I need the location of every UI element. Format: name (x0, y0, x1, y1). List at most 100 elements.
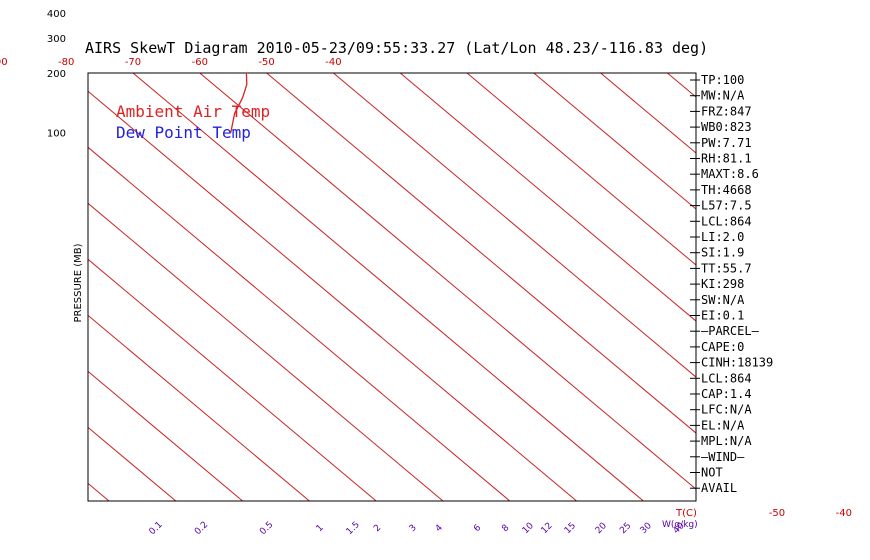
index-label: KI:298 (701, 277, 744, 291)
mixing-ratio-line (597, 0, 601, 13)
isotherm-line (88, 426, 177, 501)
isotherm-line (132, 73, 644, 501)
pressure-tick-label: 400 (47, 9, 66, 20)
isotherm-line (801, 73, 870, 501)
top-temp-tick-label: -40 (325, 57, 341, 68)
pressure-tick-label: 500 (47, 0, 66, 1)
index-label: CAPE:0 (701, 340, 744, 354)
index-label: LFC:N/A (701, 403, 752, 417)
index-label: SI:1.9 (701, 246, 744, 260)
isotherm-line (667, 73, 696, 98)
index-label: —WIND— (701, 450, 745, 464)
isotherm-line (88, 202, 444, 501)
index-label: MAXT:8.6 (701, 167, 759, 181)
index-label: CINH:18139 (701, 356, 773, 370)
mixing-ratio-line (353, 0, 376, 13)
x-axis-unit-label: T(C) (675, 508, 697, 519)
y-axis-label: PRESSURE (MB) (73, 243, 84, 322)
index-label: EI:0.1 (701, 309, 744, 323)
mixing-ratio-line (569, 0, 571, 13)
mixing-ratio-line (477, 0, 487, 13)
pressure-axis: 1002003004005006007008009001000 (47, 0, 66, 140)
bottom-temp-tick-label: -50 (769, 508, 785, 519)
mixing-ratio-tick-label: 15 (563, 521, 578, 536)
isotherm-line (88, 370, 243, 501)
mixing-ratio-line (413, 0, 430, 13)
plot-grid (0, 0, 870, 501)
isotherm-line (88, 258, 377, 501)
mixing-ratio-tick-label: 2 (372, 523, 383, 534)
mixing-ratio-tick-label: 25 (618, 521, 633, 536)
mixing-ratio-axis: 0.1 0.2 0.5 1 1.5 2 3 4 6 8 10 12 15 20 25 30 40 (148, 520, 687, 537)
moist-adiabat-line (199, 73, 201, 74)
bottom-temperature-axis: -50-40-30-20-10010203040 (769, 508, 852, 519)
index-label: LCL:864 (701, 371, 752, 385)
mixing-ratio-line (377, 0, 397, 13)
top-temp-tick-label: -90 (0, 57, 8, 68)
index-label: LI:2.0 (701, 230, 744, 244)
index-label: WB0:823 (701, 120, 752, 134)
legend-dewpoint-label: Dew Point Temp (116, 123, 251, 142)
mixing-ratio-tick-label: 3 (408, 523, 419, 534)
mixing-ratio-tick-label: 20 (594, 521, 609, 536)
mixing-ratio-line (619, 0, 625, 13)
isotherm-line (600, 73, 696, 154)
mixing-ratio-tick-label: 30 (639, 521, 654, 536)
mixing-ratio-tick-label: 0.2 (193, 520, 210, 537)
mixing-ratio-tick-label: 12 (540, 521, 555, 536)
top-temp-tick-label: -50 (258, 57, 274, 68)
mixing-ratio-tick-label: 10 (521, 521, 536, 536)
mixing-ratio-line (266, 0, 297, 13)
moist-adiabat-line (361, 73, 363, 74)
legend-ambient-label: Ambient Air Temp (116, 102, 270, 121)
isotherm-line (88, 90, 577, 501)
mixing-ratio-line (201, 0, 238, 13)
isotherm-line (333, 73, 696, 378)
index-label: SW:N/A (701, 293, 745, 307)
isotherm-line (533, 73, 696, 210)
ambient-temp-line (230, 73, 249, 133)
isotherm-line (199, 73, 696, 490)
moist-adiabat-line (84, 0, 524, 73)
index-label: L57:7.5 (701, 199, 752, 213)
pressure-tick-label: 200 (47, 69, 66, 80)
isotherm-line (88, 314, 310, 501)
mixing-ratio-line (320, 0, 346, 13)
index-label: AVAIL (701, 481, 737, 495)
mixing-ratio-line (528, 0, 533, 13)
profile-series (230, 73, 249, 133)
mixing-ratio-line (667, 0, 679, 13)
mixing-ratio-tick-label: 0.1 (148, 520, 165, 537)
mixing-ratio-line (546, 0, 549, 13)
index-label: TT:55.7 (701, 261, 752, 275)
mixing-ratio-tick-label: 1 (315, 523, 326, 534)
index-label: CAP:1.4 (701, 387, 752, 401)
mixing-ratio-line (505, 0, 512, 13)
plot-frame (87, 72, 697, 502)
index-label: FRZ:847 (701, 104, 752, 118)
pressure-tick-label: 100 (47, 129, 66, 140)
index-label: MW:N/A (701, 89, 745, 103)
isotherm-line (0, 73, 42, 501)
index-label: TH:4668 (701, 183, 752, 197)
isotherm-line (266, 73, 696, 434)
index-label: MPL:N/A (701, 434, 752, 448)
index-label: NOT (701, 466, 723, 480)
moist-adiabat-line (447, 73, 449, 74)
mixing-ratio-tick-label: 1.5 (345, 520, 362, 537)
mixing-ratio-tick-label: 6 (472, 523, 483, 534)
index-label: LCL:864 (701, 214, 752, 228)
isotherm-line (88, 146, 511, 501)
mixing-ratio-line (638, 0, 646, 13)
index-label: TP:100 (701, 73, 744, 87)
isotherm-line (466, 73, 696, 266)
isotherm-line (399, 73, 696, 322)
mixing-ratio-tick-label: 4 (434, 523, 445, 534)
mixing-ratio-line (156, 0, 196, 13)
mixing-ratio-unit-label: W(g/kg) (662, 520, 698, 530)
chart-title: AIRS SkewT Diagram 2010-05-23/09:55:33.2… (85, 39, 708, 57)
mixing-ratio-tick-label: 0.5 (258, 520, 275, 537)
top-temp-tick-label: -70 (125, 57, 141, 68)
